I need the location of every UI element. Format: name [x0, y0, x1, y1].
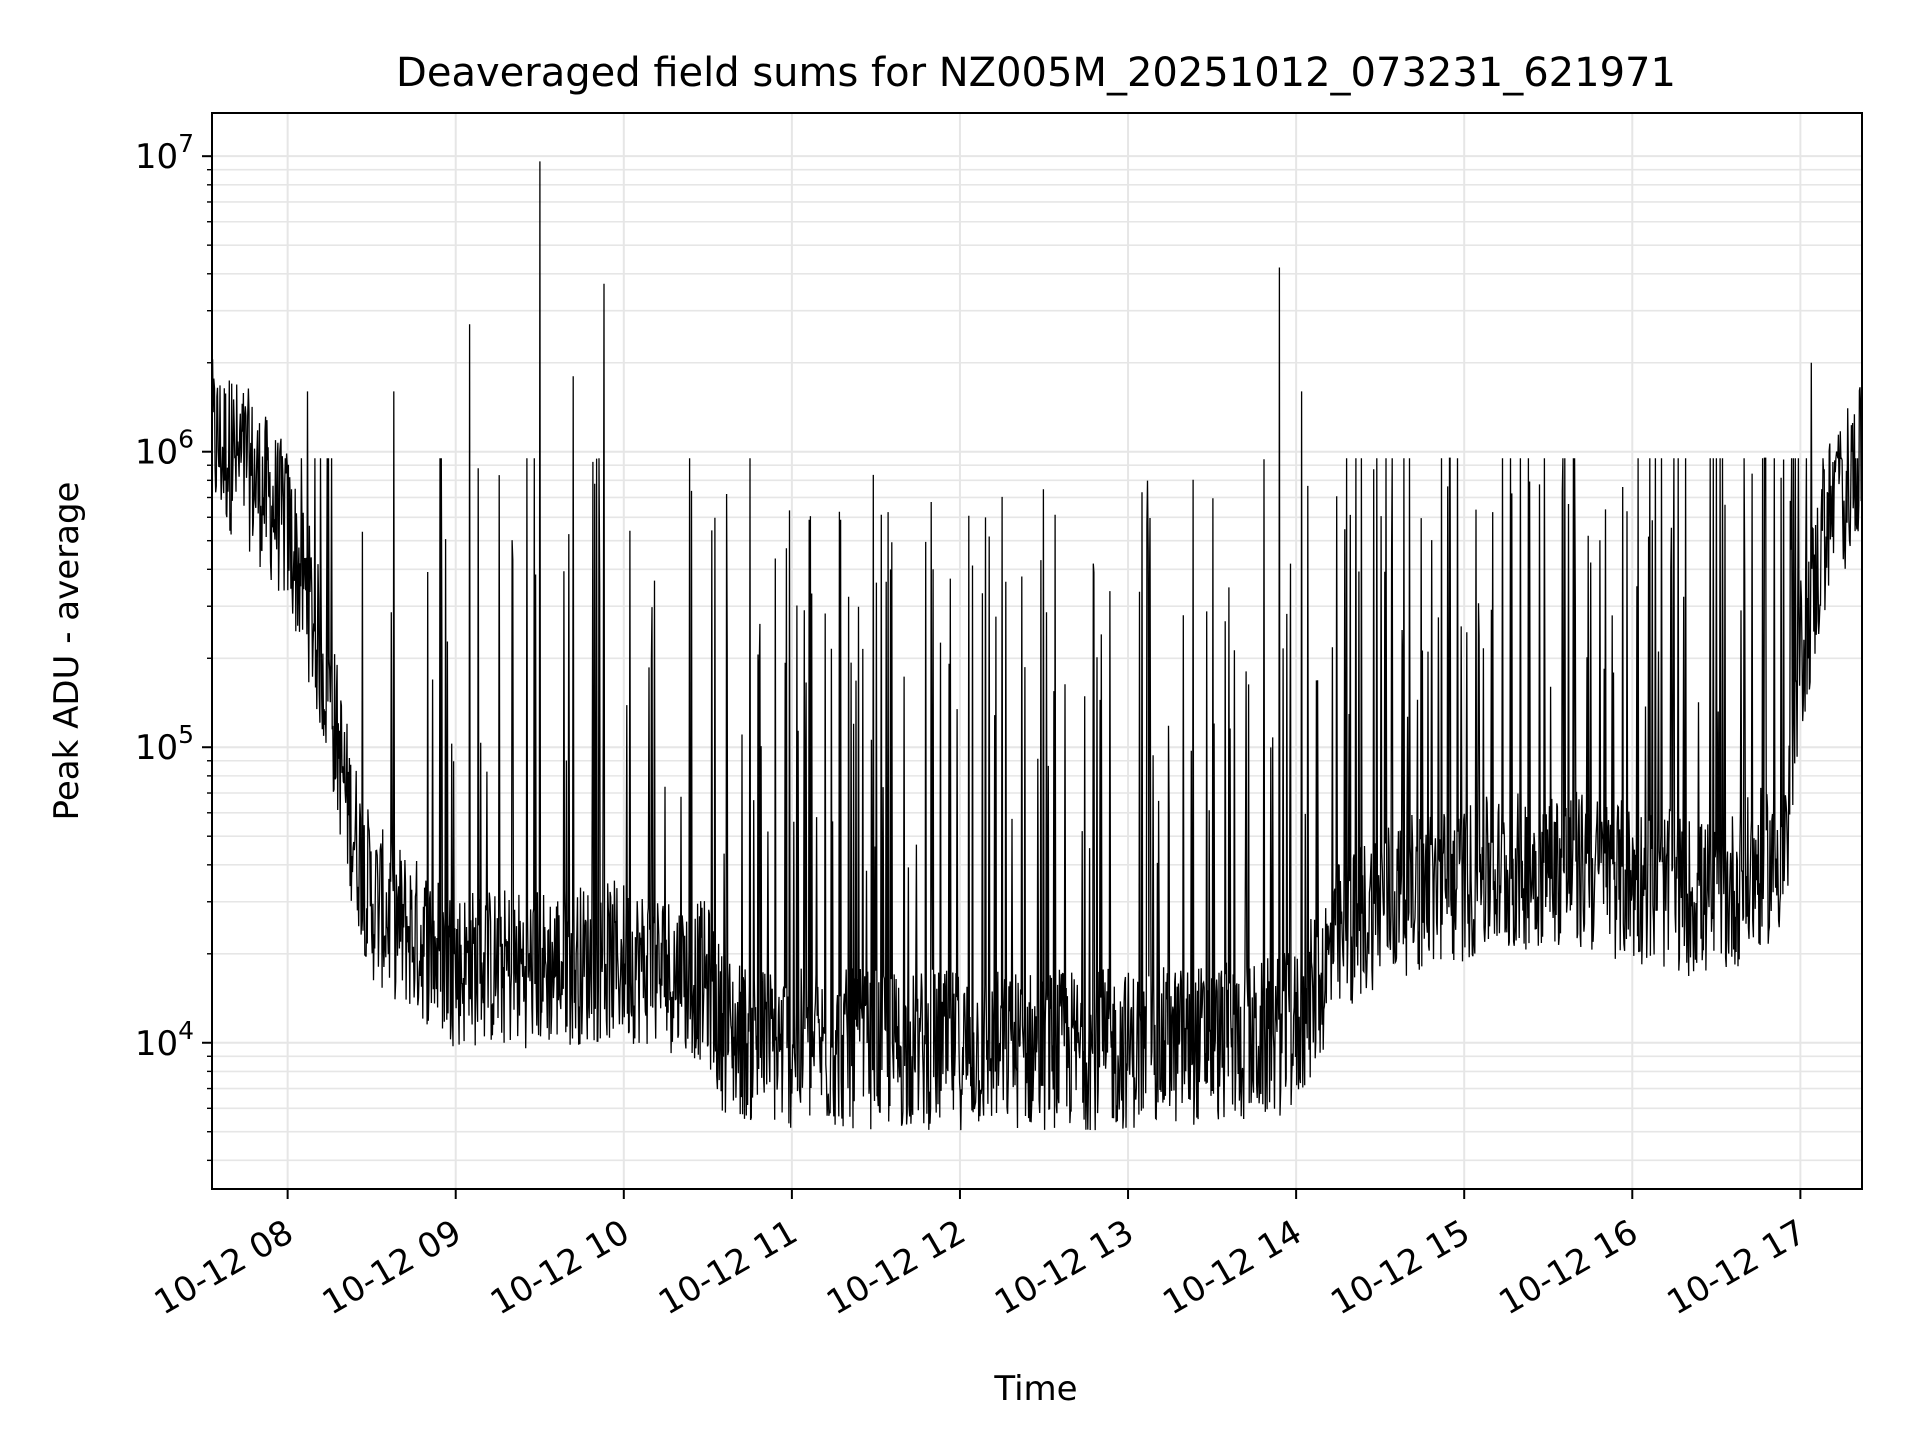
x-tick-label: 10-12 16: [1492, 1212, 1644, 1323]
x-tick-label: 10-12 11: [652, 1212, 804, 1323]
y-tick-label: 107: [135, 129, 194, 177]
series-line: [211, 161, 1863, 1131]
series-path: [211, 161, 1863, 1131]
x-tick-label: 10-12 12: [820, 1212, 972, 1323]
x-tick-label: 10-12 08: [148, 1212, 300, 1323]
y-tick-label: 105: [135, 720, 194, 768]
chart-title: Deaveraged field sums for NZ005M_2025101…: [396, 50, 1676, 96]
y-tick-label: 106: [135, 425, 194, 473]
x-tick-label: 10-12 10: [484, 1212, 636, 1323]
x-tick-label: 10-12 14: [1156, 1212, 1308, 1323]
y-axis-label: Peak ADU - average: [47, 482, 87, 821]
x-tick-label: 10-12 15: [1324, 1212, 1476, 1323]
x-tick-label: 10-12 13: [988, 1212, 1140, 1323]
x-tick-label: 10-12 09: [316, 1212, 468, 1323]
x-axis-label: Time: [993, 1369, 1077, 1409]
plot-frame: [211, 112, 1863, 1190]
y-axis: 104 105 106 107: [135, 129, 212, 1162]
x-axis: 10-12 08 10-12 09 10-12 10 10-12 11 10-12 12…: [148, 1189, 1813, 1323]
x-tick-label: 10-12 17: [1660, 1212, 1812, 1323]
y-tick-label: 104: [135, 1016, 194, 1064]
